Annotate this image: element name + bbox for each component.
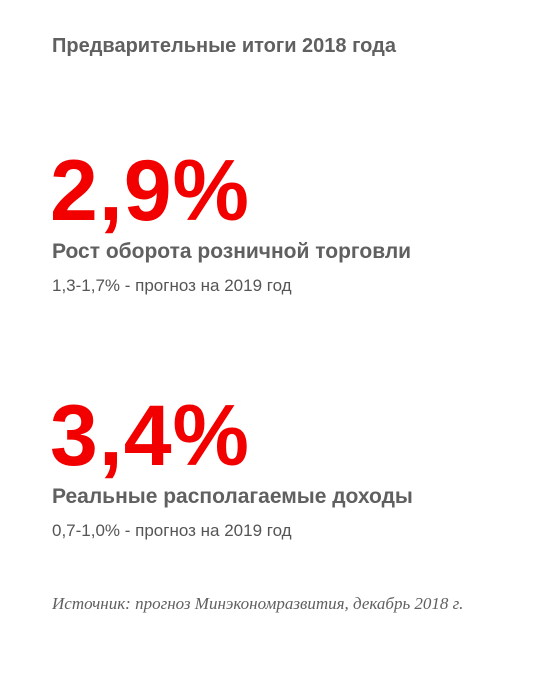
metric-forecast: 0,7-1,0% - прогноз на 2019 год	[52, 521, 292, 540]
source-note: Источник: прогноз Минэкономразвития, дек…	[52, 594, 464, 613]
metric-label: Рост оборота розничной торговли	[52, 240, 412, 263]
metric-retail-turnover: 2,9% Рост оборота розничной торговли 1,3…	[50, 148, 411, 296]
metric-value: 3,4%	[50, 388, 251, 484]
metric-real-income: 3,4% Реальные располагаемые доходы 0,7-1…	[50, 393, 413, 541]
metric-label: Реальные располагаемые доходы	[52, 485, 413, 508]
metric-forecast: 1,3-1,7% - прогноз на 2019 год	[52, 276, 292, 295]
page-title: Предварительные итоги 2018 года	[52, 35, 396, 57]
metric-value: 2,9%	[50, 143, 251, 239]
